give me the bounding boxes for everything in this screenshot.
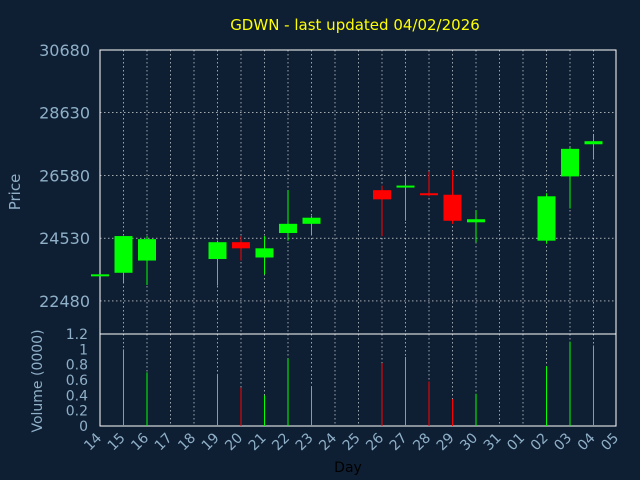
x-tick-label: 24 [316,430,340,454]
x-tick-label: 20 [222,430,246,454]
x-tick-label: 01 [504,430,528,454]
price-y-tick-label: 30680 [39,41,90,60]
candle-body [208,242,227,260]
x-tick-label: 04 [575,430,599,454]
price-y-tick-label: 24530 [39,229,90,248]
x-tick-label: 02 [528,430,552,454]
volume-y-tick-label: 0 [79,419,88,435]
x-tick-label: 21 [246,430,270,454]
y-axis-label: Price [6,174,24,211]
price-y-tick-labels: 22480 24530 26580 28630 30680 [39,41,90,311]
candle-body [584,141,603,145]
candle-body [302,217,321,224]
volume-y-tick-label: 1 [79,342,88,358]
x-tick-label: 18 [175,430,199,454]
volume-bars [123,341,594,426]
x-axis-label: Day [334,460,362,476]
price-panel-frame [99,49,617,335]
x-tick-label: 31 [481,430,505,454]
volume-y-tick-labels: 00.20.40.60.811.2 [66,327,88,435]
x-tick-label: 17 [152,430,176,454]
x-tick-label: 29 [434,430,458,454]
volume-y-tick-label: 0.6 [66,373,88,389]
x-tick-label: 27 [387,430,411,454]
x-tick-label: 03 [551,430,575,454]
volume-y-tick-label: 1.2 [66,327,88,343]
x-tick-label: 26 [363,430,387,454]
volume-axis-label: Volume (0000) [30,329,46,432]
x-tick-label: 23 [293,430,317,454]
candle-body [373,190,391,200]
volume-y-tick-label: 0.4 [66,388,88,404]
candle-body [443,194,462,221]
candle-body [255,248,274,258]
price-y-tick-label: 22480 [39,292,90,311]
candle-body [114,236,133,273]
x-tick-label: 05 [598,430,622,454]
x-tick-label: 22 [269,430,293,454]
volume-panel-frame [99,333,617,427]
candles [91,135,603,286]
x-tick-labels: 14 15 16 17 18 19 20 21 22 23 24 25 26 27 28 29 30 31 01 02… [81,430,622,454]
candle-body [467,219,485,223]
volume-y-tick-label: 0.2 [66,404,88,420]
candle-body [561,148,579,177]
candle-body [91,274,109,277]
x-tick-label: 25 [340,430,364,454]
candle-body [420,193,438,196]
price-y-tick-label: 28630 [39,104,90,123]
x-tick-label: 30 [457,430,481,454]
x-tick-label: 28 [410,430,434,454]
x-tick-label: 16 [128,430,152,454]
candle-body [279,223,297,234]
price-y-tick-label: 26580 [39,166,90,185]
volume-y-tick-label: 0.8 [66,358,88,374]
volume-gridlines [123,334,594,426]
price-gridlines [100,50,616,334]
candle-body [396,185,415,188]
candle-body [138,239,156,261]
chart-title: GDWN - last updated 04/02/2026 [230,16,480,34]
x-tick-label: 15 [105,430,129,454]
x-tick-label: 19 [199,430,223,454]
candle-body [232,242,250,249]
candle-body [537,196,556,241]
